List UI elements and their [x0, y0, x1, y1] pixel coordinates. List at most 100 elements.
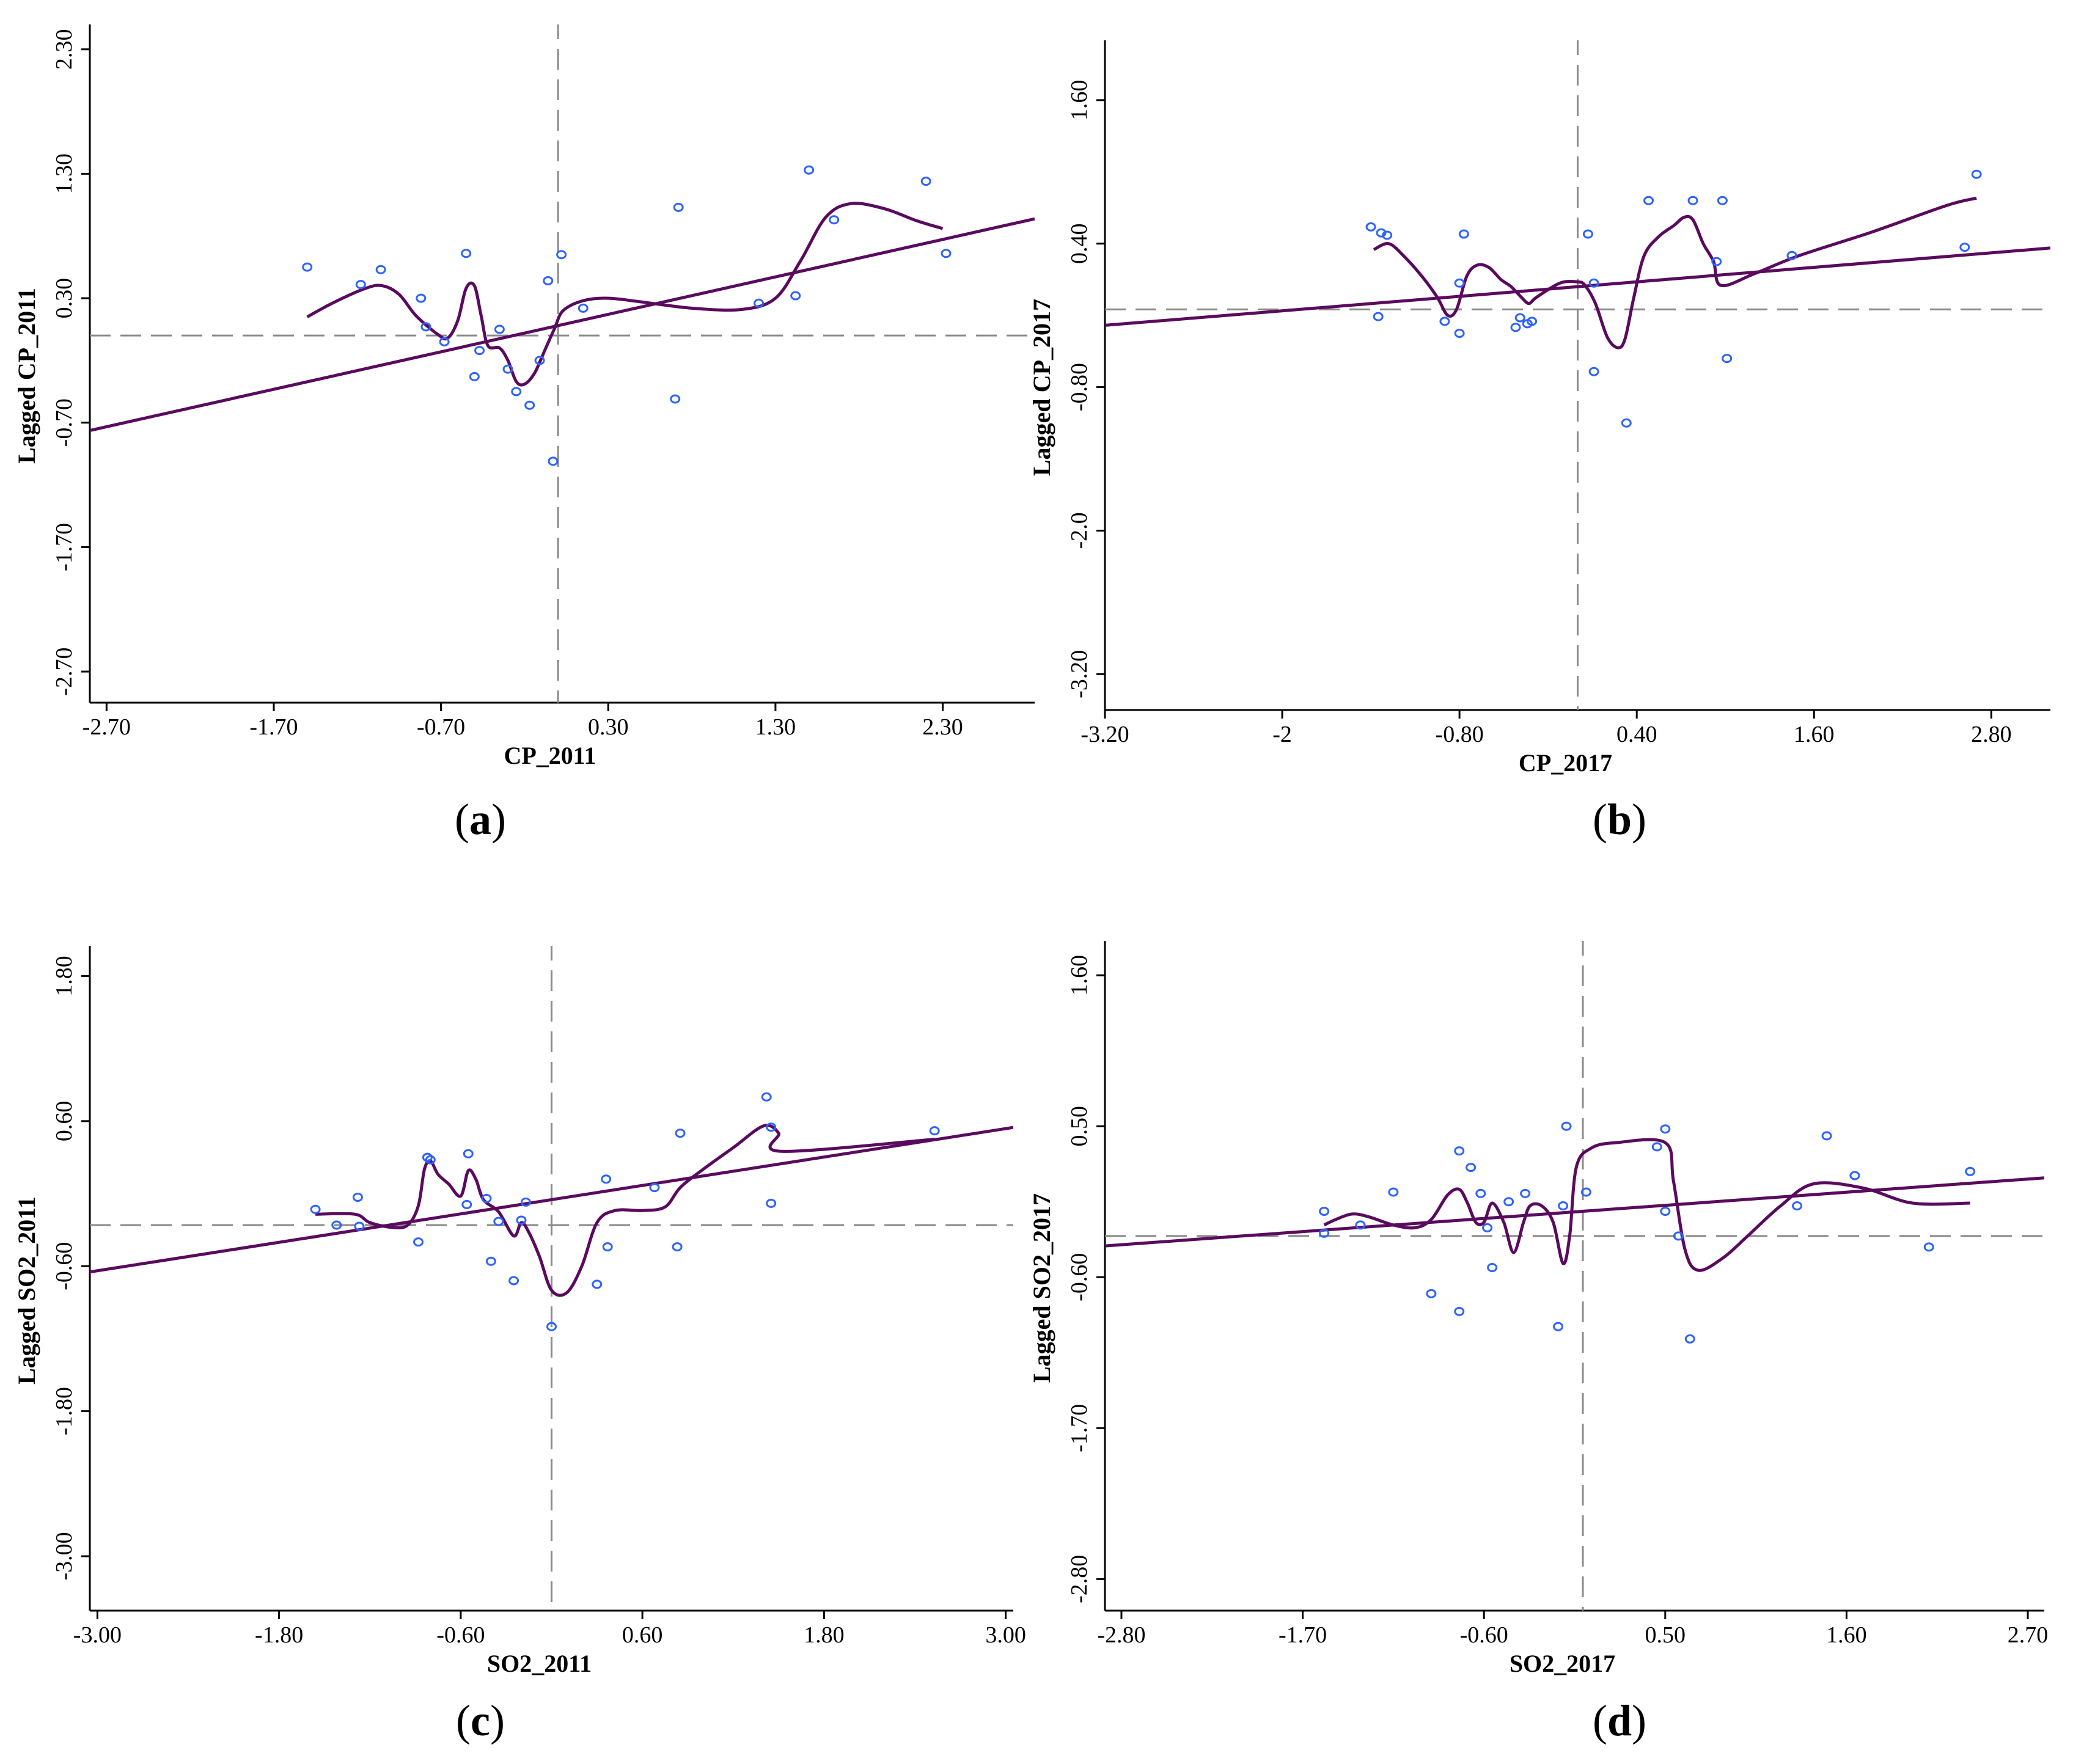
panel-label-open-paren: ( — [1593, 795, 1607, 844]
data-point — [520, 1197, 531, 1207]
data-point — [920, 177, 931, 186]
panel-label-close-paren: ) — [1632, 1696, 1646, 1745]
x-tick-label: 1.80 — [804, 1622, 845, 1648]
panel-label: (d) — [1593, 1696, 1646, 1745]
data-point — [1458, 229, 1469, 239]
x-axis-title: SO2_2017 — [1510, 1650, 1615, 1677]
data-point — [1510, 323, 1521, 332]
data-point — [1454, 278, 1465, 288]
data-point — [1588, 278, 1599, 288]
smooth-curve — [306, 202, 944, 387]
plot-area — [90, 946, 1013, 1611]
data-point — [1553, 1322, 1564, 1331]
data-point — [1660, 1124, 1671, 1134]
data-point — [790, 291, 801, 301]
data-point — [675, 1129, 686, 1138]
data-point — [1849, 1171, 1860, 1180]
data-point — [1466, 1163, 1477, 1173]
data-point — [463, 1149, 474, 1158]
data-point — [302, 262, 313, 272]
data-point — [1561, 1121, 1572, 1131]
panel-label-letter: b — [1607, 795, 1632, 844]
x-tick-label: 1.60 — [1794, 722, 1835, 747]
data-point — [1376, 228, 1387, 238]
x-tick-label: -0.70 — [417, 714, 465, 740]
data-point — [1373, 312, 1384, 321]
plot-area — [90, 24, 1035, 703]
data-point — [494, 324, 505, 334]
data-point — [1588, 367, 1599, 376]
data-point — [556, 250, 567, 260]
x-axis-title: SO2_2011 — [487, 1650, 592, 1677]
chart-panel-b: -3.20 -2 -0.80 0.40 1.60 2.80 -3.20 -2.0 -0.80 0.… — [1028, 40, 2050, 844]
data-point — [543, 276, 554, 286]
y-tick-label: 1.80 — [51, 956, 77, 997]
data-point — [425, 1155, 436, 1165]
data-point — [1971, 169, 1982, 179]
data-point — [602, 1242, 613, 1252]
data-point — [516, 1215, 527, 1225]
data-point — [754, 298, 765, 308]
plot-area — [1105, 40, 2050, 710]
chart-panel-c: -3.00 -1.80 -0.60 0.60 1.80 3.00 -3.00 -1.80 -0.… — [13, 946, 1026, 1745]
panel-label-open-paren: ( — [455, 795, 469, 844]
data-point — [1643, 196, 1654, 205]
x-tick-label: -0.80 — [1436, 722, 1484, 747]
smooth-curve — [1323, 1138, 1970, 1272]
data-point — [1319, 1206, 1330, 1216]
x-tick-label: -2 — [1272, 722, 1292, 747]
panel-label-letter: c — [471, 1696, 490, 1745]
data-point — [352, 1192, 363, 1202]
panel-label-letter: a — [469, 795, 491, 844]
data-point — [331, 1220, 342, 1230]
data-point — [1439, 317, 1450, 326]
y-axis-title: Lagged SO2_2011 — [13, 1196, 40, 1385]
x-tick-label: -1.70 — [249, 714, 298, 740]
x-tick-label: 3.00 — [985, 1622, 1026, 1648]
y-tick-label: -2.0 — [1066, 512, 1092, 549]
panel-label: (b) — [1593, 795, 1646, 844]
data-point — [546, 1322, 557, 1331]
data-point — [1821, 1131, 1832, 1141]
data-point — [1580, 1187, 1591, 1197]
y-tick-label: 0.30 — [51, 278, 77, 318]
data-point — [1621, 418, 1632, 428]
data-point — [461, 1199, 472, 1209]
data-point — [534, 356, 545, 365]
data-point — [1503, 1197, 1514, 1207]
plot-area — [1105, 941, 2044, 1611]
data-point — [804, 165, 815, 175]
data-point — [420, 322, 431, 332]
regression-line — [1105, 246, 2050, 327]
data-point — [1514, 313, 1525, 323]
y-tick-label: 1.60 — [1066, 955, 1092, 996]
data-point — [1722, 354, 1733, 364]
x-tick-label: 1.30 — [755, 714, 796, 740]
x-tick-label: 0.60 — [622, 1622, 663, 1648]
panel-label-close-paren: ) — [491, 795, 506, 844]
y-tick-label: -3.00 — [51, 1532, 77, 1580]
data-point — [1582, 229, 1593, 239]
data-point — [1711, 257, 1722, 266]
y-tick-label: -3.20 — [1066, 650, 1092, 698]
y-tick-label: -0.60 — [1066, 1253, 1092, 1301]
data-point — [592, 1279, 603, 1289]
data-point — [355, 280, 366, 290]
data-point — [524, 400, 535, 410]
x-axis-title: CP_2011 — [504, 742, 596, 769]
x-tick-label: -3.00 — [73, 1622, 122, 1648]
data-point — [439, 337, 450, 346]
data-point — [1717, 196, 1728, 205]
data-point — [354, 1221, 365, 1231]
y-tick-label: 1.60 — [1066, 80, 1092, 121]
data-point — [416, 293, 427, 303]
panel-label: (a) — [455, 795, 506, 844]
data-point — [548, 456, 559, 466]
data-point — [1426, 1289, 1437, 1298]
data-point — [1454, 329, 1465, 338]
data-point — [502, 364, 513, 374]
data-point — [1687, 196, 1698, 205]
y-tick-label: 2.30 — [51, 29, 77, 70]
data-point — [1482, 1223, 1493, 1232]
x-tick-label: 0.40 — [1616, 722, 1657, 747]
